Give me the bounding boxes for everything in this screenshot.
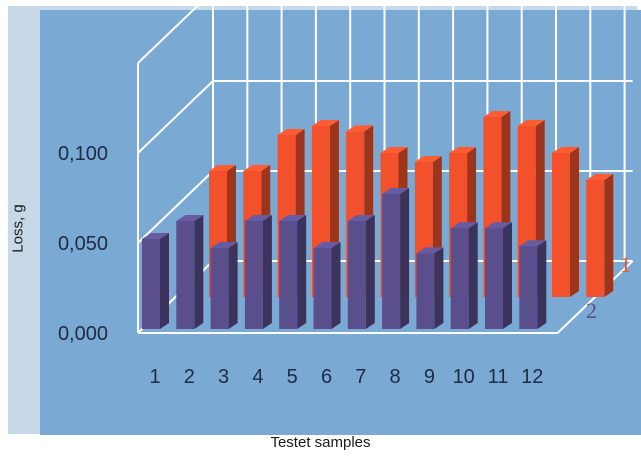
x-tick-label: 3 — [218, 366, 229, 388]
bar-series1-12 — [586, 174, 614, 297]
bar-top — [313, 242, 341, 248]
bar-series2-2 — [176, 215, 204, 329]
bar-series2-5 — [279, 215, 307, 329]
bar-side — [604, 174, 614, 297]
series-label-2: 2 — [586, 298, 597, 323]
gridline-left-wall — [137, 0, 206, 64]
bar-top — [347, 215, 375, 221]
bar-front — [552, 153, 570, 297]
x-tick-label: 1 — [149, 366, 160, 388]
bar-front — [176, 221, 195, 329]
bar-side — [365, 215, 375, 329]
x-tick-label: 11 — [488, 366, 509, 388]
x-tick-label: 2 — [184, 366, 195, 388]
bar-top — [519, 240, 547, 247]
bar-side — [434, 247, 444, 329]
bar-side — [297, 215, 307, 329]
bar-series2-7 — [347, 215, 375, 329]
bar-top — [244, 215, 272, 221]
bar-side — [194, 215, 204, 329]
bar-front — [347, 221, 366, 329]
bar-top — [277, 129, 305, 135]
bar-series2-4 — [244, 215, 272, 329]
y-tick-label: 0,000 — [58, 323, 108, 345]
bar-side — [537, 240, 547, 329]
x-tick-label: 12 — [521, 366, 543, 388]
bar-top — [142, 233, 169, 239]
bar-top — [483, 111, 511, 117]
bar-top — [450, 222, 478, 229]
bar-series2-6 — [313, 242, 341, 329]
bar-top — [414, 156, 442, 162]
bar-top — [380, 147, 408, 153]
bar-front — [244, 221, 263, 329]
bar-side — [262, 215, 272, 329]
bar-top — [485, 222, 512, 229]
bar-top — [243, 165, 271, 171]
x-tick-label: 10 — [453, 366, 475, 388]
chart-bars — [142, 111, 614, 329]
y-tick-label: 0,050 — [58, 233, 108, 255]
bar-side — [228, 242, 238, 329]
bar-top — [517, 120, 545, 126]
bar-front — [586, 180, 605, 297]
gridline-left-wall — [137, 80, 214, 154]
bar-top — [552, 147, 579, 153]
bar-top — [210, 242, 238, 248]
bar-top — [346, 125, 374, 132]
bar-series2-8 — [382, 188, 410, 329]
x-tick-label: 8 — [390, 366, 401, 388]
x-tick-label: 4 — [252, 366, 263, 388]
bar-side — [400, 188, 410, 329]
bar-front — [485, 228, 503, 329]
bar-front — [519, 246, 538, 329]
x-tick-label: 9 — [424, 366, 435, 388]
x-axis-label: Testet samples — [270, 434, 371, 451]
bar-series2-3 — [210, 242, 238, 329]
x-tick-label: 7 — [355, 366, 366, 388]
bar-side — [503, 222, 512, 329]
bar-side — [570, 147, 579, 297]
bar-front — [210, 248, 229, 329]
bar-top — [382, 188, 410, 194]
bar-front — [142, 239, 160, 329]
bar-top — [416, 247, 444, 254]
bar-front — [416, 253, 435, 329]
bar-top — [586, 174, 614, 180]
bar-side — [468, 222, 478, 329]
bar-top — [176, 215, 204, 221]
x-tick-label: 5 — [287, 366, 298, 388]
y-tick-label: 0,100 — [58, 143, 108, 165]
bar-side — [160, 233, 169, 329]
bar-top — [449, 147, 477, 153]
bar-series2-10 — [450, 222, 478, 329]
x-tick-label: 6 — [321, 366, 332, 388]
bar-series2-9 — [416, 247, 444, 329]
bar-front — [279, 221, 298, 329]
bar-front — [450, 228, 469, 329]
bar-top — [279, 215, 307, 221]
bar-side — [331, 242, 341, 329]
bar-series2-12 — [519, 240, 547, 329]
bar-front — [382, 194, 401, 329]
bar-front — [313, 248, 332, 329]
series-label-1: 1 — [620, 252, 631, 277]
bar-series2-1 — [142, 233, 169, 329]
bar-top — [311, 120, 339, 126]
gridline-left-wall — [137, 170, 214, 244]
bar-series2-11 — [485, 222, 512, 329]
bar-top — [209, 165, 236, 171]
bar-series1-11 — [552, 147, 579, 297]
